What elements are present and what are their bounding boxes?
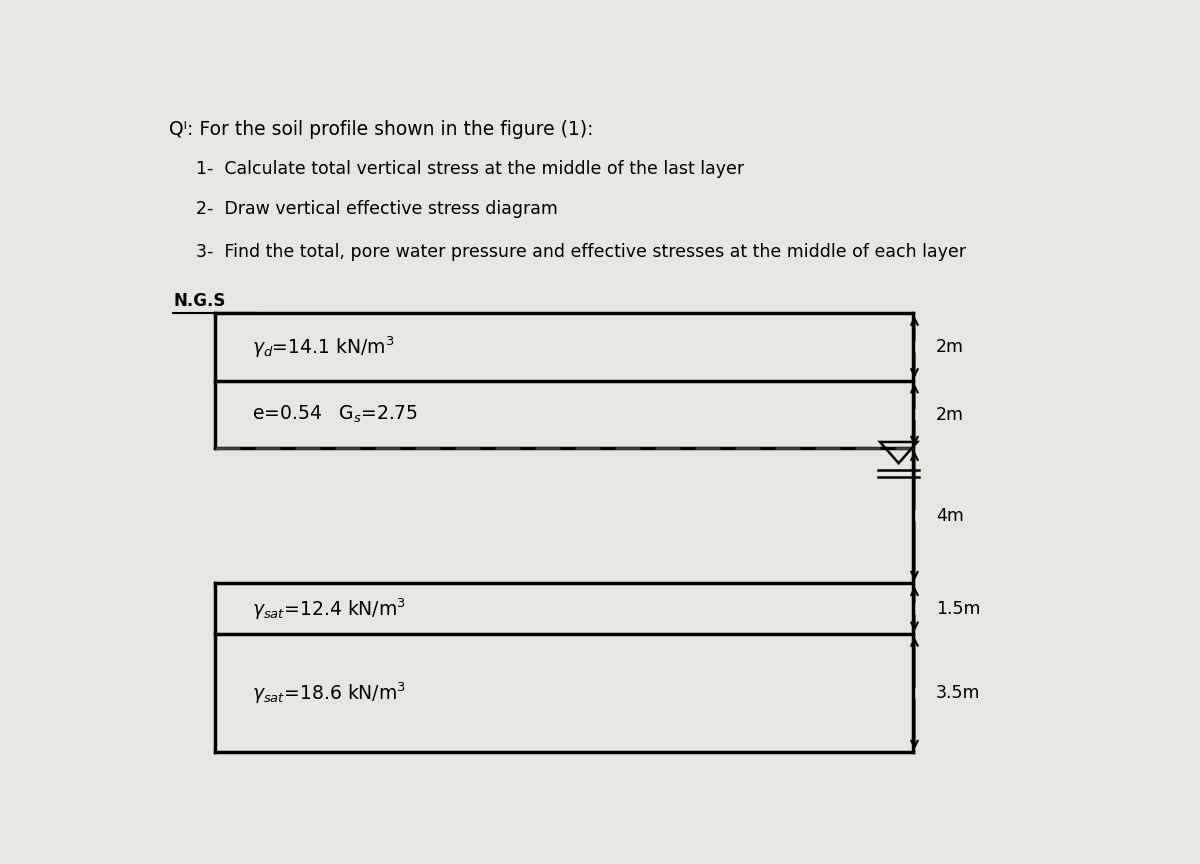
Text: N.G.S: N.G.S: [173, 292, 226, 310]
Text: $\gamma_d$=14.1 kN/m$^3$: $\gamma_d$=14.1 kN/m$^3$: [252, 334, 395, 359]
Text: 4m: 4m: [936, 507, 964, 525]
Text: e=0.54   G$_s$=2.75: e=0.54 G$_s$=2.75: [252, 404, 418, 425]
Text: 1-  Calculate total vertical stress at the middle of the last layer: 1- Calculate total vertical stress at th…: [197, 160, 745, 178]
Text: $\gamma_{sat}$=18.6 kN/m$^3$: $\gamma_{sat}$=18.6 kN/m$^3$: [252, 681, 407, 706]
Text: $\gamma_{sat}$=12.4 kN/m$^3$: $\gamma_{sat}$=12.4 kN/m$^3$: [252, 596, 407, 621]
Text: Qᴵ: For the soil profile shown in the figure (1):: Qᴵ: For the soil profile shown in the fi…: [168, 120, 593, 139]
Text: 3-  Find the total, pore water pressure and effective stresses at the middle of : 3- Find the total, pore water pressure a…: [197, 244, 966, 262]
Text: 2-  Draw vertical effective stress diagram: 2- Draw vertical effective stress diagra…: [197, 200, 558, 218]
Text: 2m: 2m: [936, 405, 964, 423]
Text: 3.5m: 3.5m: [936, 684, 980, 702]
Text: 1.5m: 1.5m: [936, 600, 980, 618]
Text: 2m: 2m: [936, 338, 964, 356]
